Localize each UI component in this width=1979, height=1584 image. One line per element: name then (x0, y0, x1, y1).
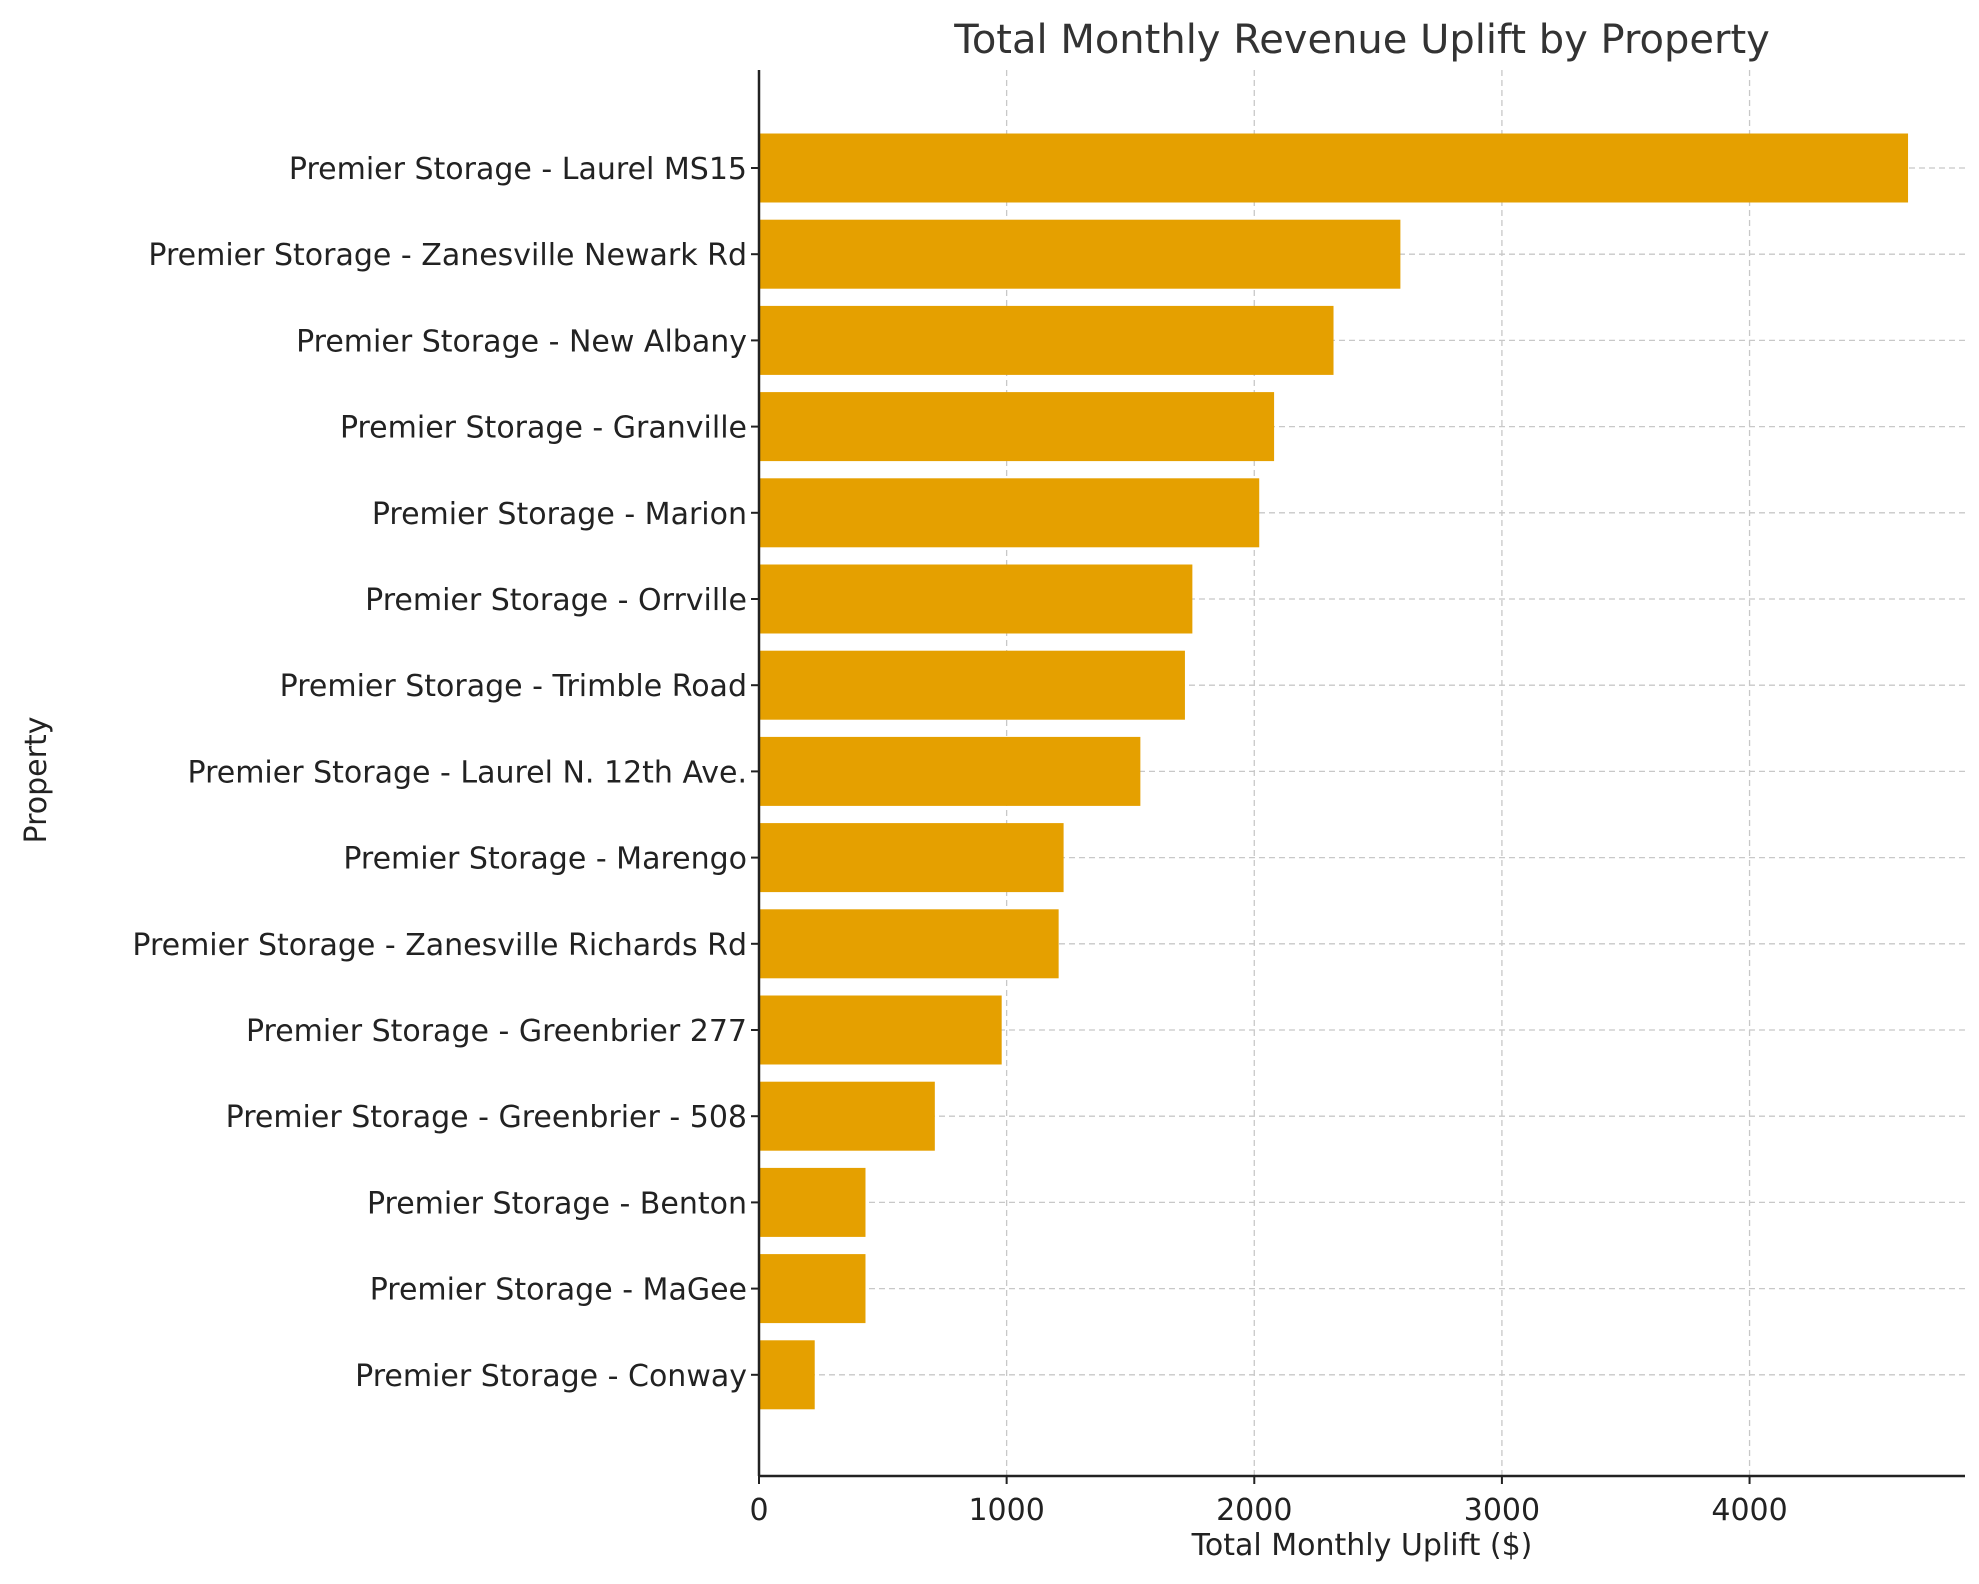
ticks: 0 1000 2000 3000 4000 Premier Storage - Laure… (132, 152, 1787, 1528)
bar (759, 305, 1334, 375)
y-tick-label: Premier Storage - Greenbrier 277 (246, 1014, 747, 1049)
y-tick-label: Premier Storage - Marion (372, 497, 747, 532)
y-tick-label: Premier Storage - Zanesville Richards Rd (132, 928, 747, 963)
y-tick-label: Premier Storage - Orrville (365, 583, 747, 618)
chart-title: Total Monthly Revenue Uplift by Property (953, 17, 1770, 63)
bar (759, 650, 1185, 720)
y-tick-label: Premier Storage - Greenbrier - 508 (226, 1100, 747, 1135)
y-tick-label: Premier Storage - New Albany (296, 324, 747, 359)
x-tick-label: 1000 (968, 1493, 1044, 1528)
x-tick-label: 3000 (1464, 1493, 1540, 1528)
y-axis-label: Property (19, 717, 54, 844)
bar (759, 736, 1141, 806)
bar (759, 909, 1059, 979)
y-tick-label: Premier Storage - MaGee (370, 1273, 747, 1308)
bar (759, 1340, 815, 1410)
bar (759, 1167, 866, 1237)
x-axis-label: Total Monthly Uplift ($) (1191, 1528, 1533, 1563)
y-tick-label: Premier Storage - Benton (367, 1186, 747, 1221)
x-tick-label: 0 (749, 1493, 768, 1528)
bar (759, 219, 1401, 289)
bar (759, 995, 1002, 1065)
bar (759, 392, 1275, 462)
y-tick-label: Premier Storage - Zanesville Newark Rd (148, 238, 747, 273)
bar (759, 564, 1193, 634)
bar (759, 1081, 935, 1151)
x-tick-label: 2000 (1216, 1493, 1292, 1528)
bar (759, 478, 1260, 548)
bar (759, 133, 1909, 203)
bar (759, 1254, 866, 1324)
y-tick-label: Premier Storage - Laurel MS15 (289, 152, 747, 187)
bar (759, 823, 1064, 893)
bars (759, 133, 1909, 1410)
x-tick-label: 4000 (1711, 1493, 1787, 1528)
y-tick-label: Premier Storage - Laurel N. 12th Ave. (188, 755, 747, 790)
y-tick-label: Premier Storage - Granville (340, 411, 747, 446)
y-tick-label: Premier Storage - Conway (355, 1359, 747, 1394)
axes (757, 70, 1965, 1478)
y-tick-label: Premier Storage - Marengo (343, 842, 747, 877)
y-tick-label: Premier Storage - Trimble Road (280, 669, 747, 704)
